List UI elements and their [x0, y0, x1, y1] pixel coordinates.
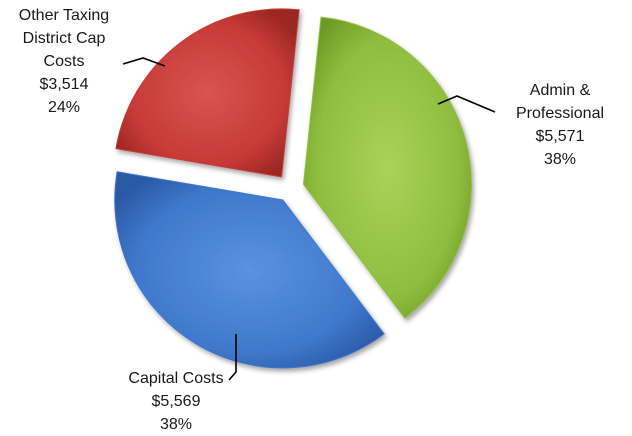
pie-slice-2 — [115, 8, 300, 178]
slice-labels: Admin & Professional $5,571 38%Capital Cost… — [19, 7, 604, 433]
slice-label-line: Capital Costs — [128, 370, 223, 387]
slice-value: $5,571 — [536, 128, 585, 145]
slice-label-line: Admin & — [530, 82, 591, 99]
slice-percent: 38% — [160, 416, 192, 433]
slice-label-line: Other Taxing — [19, 7, 109, 24]
pie-slice-1 — [114, 171, 385, 369]
slice-percent: 24% — [48, 99, 80, 116]
slice-label-line: Costs — [44, 53, 85, 70]
leader-line-2 — [122, 57, 166, 67]
pie-slice-0 — [302, 16, 472, 319]
slice-label-2: Other Taxing District Cap Costs $3,514 24% — [19, 7, 109, 116]
pie-slices — [114, 8, 472, 369]
leader-line-0 — [437, 95, 496, 113]
slice-percent: 38% — [544, 151, 576, 168]
slice-label-line: District Cap — [23, 30, 106, 47]
slice-value: $5,569 — [152, 393, 201, 410]
slice-value: $3,514 — [40, 76, 89, 93]
leader-line-1 — [228, 334, 237, 381]
slice-label-line: Professional — [516, 105, 604, 122]
slice-label-1: Capital Costs $5,569 38% — [128, 370, 223, 433]
slice-label-0: Admin & Professional $5,571 38% — [516, 82, 604, 168]
